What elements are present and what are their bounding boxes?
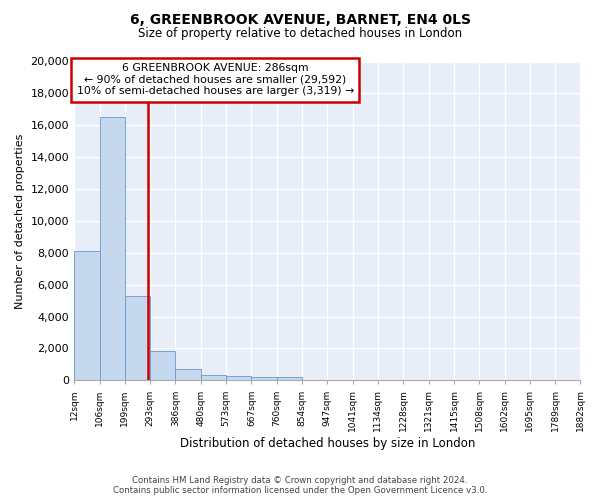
Text: Size of property relative to detached houses in London: Size of property relative to detached ho… [138, 28, 462, 40]
Text: 6 GREENBROOK AVENUE: 286sqm
← 90% of detached houses are smaller (29,592)
10% of: 6 GREENBROOK AVENUE: 286sqm ← 90% of det… [77, 63, 354, 96]
Bar [251, 377, 277, 380]
Text: 6, GREENBROOK AVENUE, BARNET, EN4 0LS: 6, GREENBROOK AVENUE, BARNET, EN4 0LS [130, 12, 470, 26]
Bar [175, 369, 201, 380]
Bar [125, 296, 150, 380]
Y-axis label: Number of detached properties: Number of detached properties [15, 133, 25, 308]
Bar [100, 118, 125, 380]
Bar [201, 374, 226, 380]
Bar [226, 376, 251, 380]
Text: Contains HM Land Registry data © Crown copyright and database right 2024.
Contai: Contains HM Land Registry data © Crown c… [113, 476, 487, 495]
Bar [277, 377, 302, 380]
Bar [150, 351, 175, 380]
Bar [74, 251, 100, 380]
X-axis label: Distribution of detached houses by size in London: Distribution of detached houses by size … [179, 437, 475, 450]
